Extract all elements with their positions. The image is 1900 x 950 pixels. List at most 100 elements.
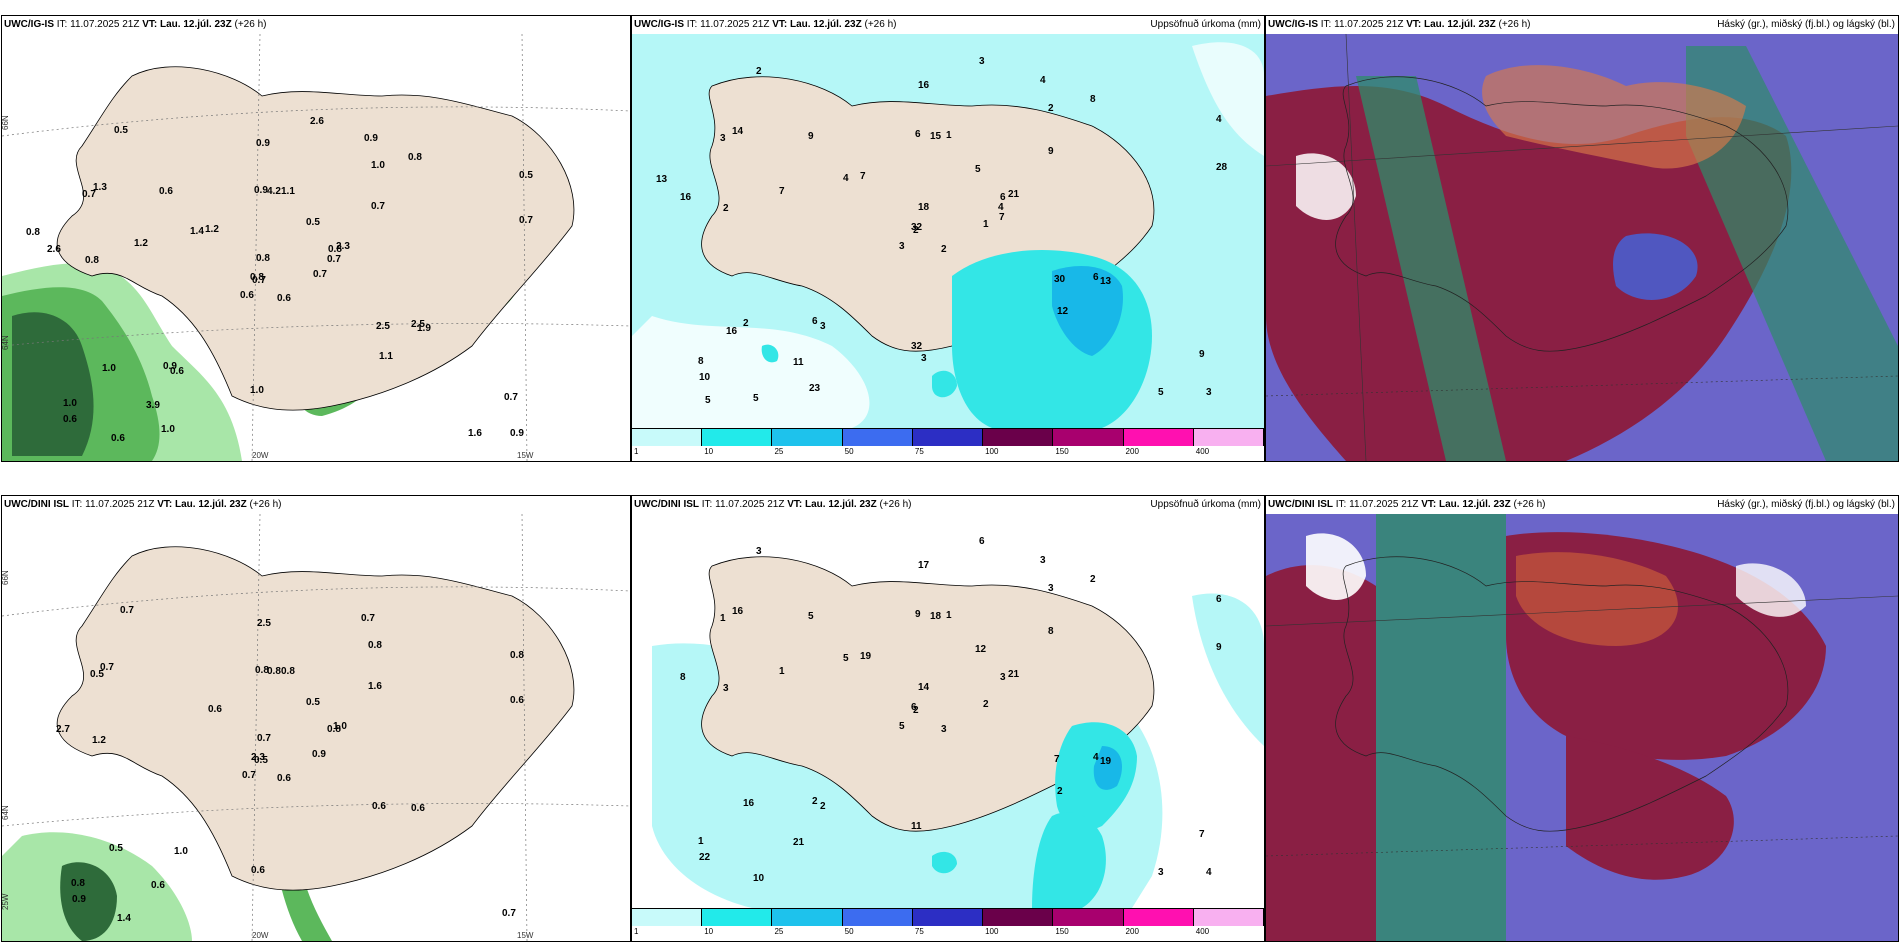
bottom-cloud-panel: UWC/DINI ISL IT: 11.07.2025 21Z VT: Lau.… [1265, 495, 1899, 942]
bottom-precip-panel: UWC/DINI ISL IT: 11.07.2025 21Z VT: Lau.… [631, 495, 1265, 942]
legend-tick-label: 200 [1125, 927, 1139, 936]
top-wind-value-label: 2.5 [376, 321, 390, 332]
top-precip-value-label: 1 [946, 130, 952, 141]
top-wind-value-label: 1.6 [468, 428, 482, 439]
top-wind-value-label: 0.9 [256, 138, 270, 149]
svg-text:20W: 20W [252, 931, 269, 940]
bottom-wind-value-label: 0.6 [208, 704, 222, 715]
top-precip-value-label: 2 [756, 66, 762, 77]
svg-text:15W: 15W [517, 931, 534, 940]
legend-swatch [912, 429, 984, 446]
legend-swatch [632, 429, 703, 446]
top-wind-value-label: 0.9 [364, 133, 378, 144]
top-wind-value-label: 0.6 [159, 186, 173, 197]
bottom-wind-value-label: 0.6 [277, 773, 291, 784]
legend-swatch [1193, 429, 1264, 446]
top-wind-value-label: 1.0 [63, 398, 77, 409]
top-wind-value-label: 0.7 [252, 275, 266, 286]
legend-swatch [983, 909, 1054, 926]
top-wind-value-label: 2.6 [47, 244, 61, 255]
top-precip-value-label: 9 [1199, 349, 1205, 360]
top-precip-value-label: 3 [921, 353, 927, 364]
bottom-precip-value-label: 8 [1048, 626, 1054, 637]
top-precip-value-label: 6 [812, 316, 818, 327]
bottom-precip-value-label: 6 [979, 536, 985, 547]
iceland-land [56, 546, 575, 891]
svg-text:66N: 66N [2, 570, 10, 585]
legend-swatch [702, 909, 773, 926]
legend-tick-label: 100 [985, 447, 999, 456]
bottom-wind-value-label: 0.7 [257, 733, 271, 744]
bottom-wind-value-label: 0.8 [267, 666, 281, 677]
top-precip-value-label: 10 [699, 372, 711, 383]
bottom-wind-value-label: 0.8 [368, 640, 382, 651]
bottom-wind-value-label: 0.5 [306, 697, 320, 708]
bottom-precip-value-label: 17 [918, 560, 930, 571]
legend-swatch [632, 909, 703, 926]
top-wind-value-label: 0.7 [371, 201, 385, 212]
top-wind-value-label: 0.8 [26, 227, 40, 238]
bottom-precip-map: 3121323132343658109121619222118211916178… [632, 514, 1264, 908]
top-precip-value-label: 5 [753, 393, 759, 404]
bottom-precip-value-label: 2 [983, 699, 989, 710]
top-wind-header: UWC/IG-IS IT: 11.07.2025 21Z VT: Lau. 12… [4, 19, 267, 30]
top-precip-value-label: 11 [793, 357, 804, 368]
bottom-precip-value-label: 3 [1158, 867, 1164, 878]
top-wind-value-label: 0.7 [327, 254, 341, 265]
legend-swatch [842, 909, 913, 926]
bottom-wind-value-label: 0.5 [109, 843, 123, 854]
top-wind-value-label: 0.6 [111, 433, 125, 444]
bottom-wind-value-label: 0.5 [254, 755, 268, 766]
top-precip-labels: 2328634121232439565271011152113141616302… [656, 56, 1228, 406]
top-precip-value-label: 23 [809, 383, 821, 394]
bottom-precip-value-label: 4 [1206, 867, 1212, 878]
legend-tick-label: 400 [1195, 927, 1210, 936]
top-precip-value-label: 13 [1100, 276, 1112, 287]
top-wind-panel: UWC/IG-IS IT: 11.07.2025 21Z VT: Lau. 12… [1, 15, 631, 462]
bottom-precip-legend-ticks: 1 10 25 50 75 100 150 200 400 [632, 927, 1264, 939]
top-precip-value-label: 4 [1040, 75, 1046, 86]
bottom-precip-value-label: 16 [743, 798, 755, 809]
bottom-wind-panel: UWC/DINI ISL IT: 11.07.2025 21Z VT: Lau.… [1, 495, 631, 942]
svg-text:20W: 20W [252, 451, 269, 460]
top-precip-value-label: 8 [698, 356, 704, 367]
bottom-precip-value-label: 1 [698, 836, 704, 847]
bottom-precip-value-label: 3 [941, 724, 947, 735]
top-wind-value-label: 1.1 [281, 186, 295, 197]
legend-swatch [983, 429, 1054, 446]
bottom-precip-value-label: 1 [779, 666, 785, 677]
top-precip-value-label: 6 [1093, 272, 1099, 283]
legend-tick-label: 10 [704, 447, 714, 456]
top-precip-value-label: 4 [998, 202, 1004, 213]
legend-swatch [772, 909, 843, 926]
top-wind-value-label: 2.6 [310, 116, 324, 127]
legend-tick-label: 75 [914, 927, 924, 936]
top-precip-value-label: 16 [918, 80, 930, 91]
bottom-wind-value-label: 2.5 [257, 618, 271, 629]
top-precip-value-label: 15 [930, 131, 942, 142]
top-wind-value-label: 1.1 [379, 351, 393, 362]
bottom-precip-value-label: 19 [1100, 756, 1112, 767]
top-precip-value-label: 2 [1048, 103, 1054, 114]
top-wind-value-label: 1.3 [93, 182, 107, 193]
top-cloud-panel: UWC/IG-IS IT: 11.07.2025 21Z VT: Lau. 12… [1265, 15, 1899, 462]
bottom-precip-value-label: 6 [911, 702, 917, 713]
top-wind-value-label: 0.9 [510, 428, 524, 439]
top-wind-value-label: 1.0 [250, 385, 264, 396]
bottom-precip-value-label: 12 [975, 644, 987, 655]
top-wind-value-label: 1.2 [205, 224, 219, 235]
top-wind-value-label: 1.2 [134, 238, 148, 249]
top-precip-map: 2328634121232439565271011152113141616302… [632, 34, 1264, 428]
bottom-precip-value-label: 22 [699, 852, 711, 863]
top-precip-title: Uppsöfnuð úrkoma (mm) [1150, 19, 1261, 30]
bottom-wind-value-label: 0.8 [281, 666, 295, 677]
bottom-wind-header: UWC/DINI ISL IT: 11.07.2025 21Z VT: Lau.… [4, 499, 282, 510]
bottom-precip-value-label: 2 [1057, 786, 1063, 797]
bottom-wind-value-label: 1.2 [92, 735, 106, 746]
legend-swatch [1053, 909, 1124, 926]
top-precip-value-label: 12 [1057, 306, 1069, 317]
bottom-precip-value-label: 7 [1199, 829, 1205, 840]
top-precip-legend [632, 428, 1264, 446]
top-precip-value-label: 7 [779, 186, 785, 197]
bottom-precip-value-label: 19 [860, 651, 872, 662]
